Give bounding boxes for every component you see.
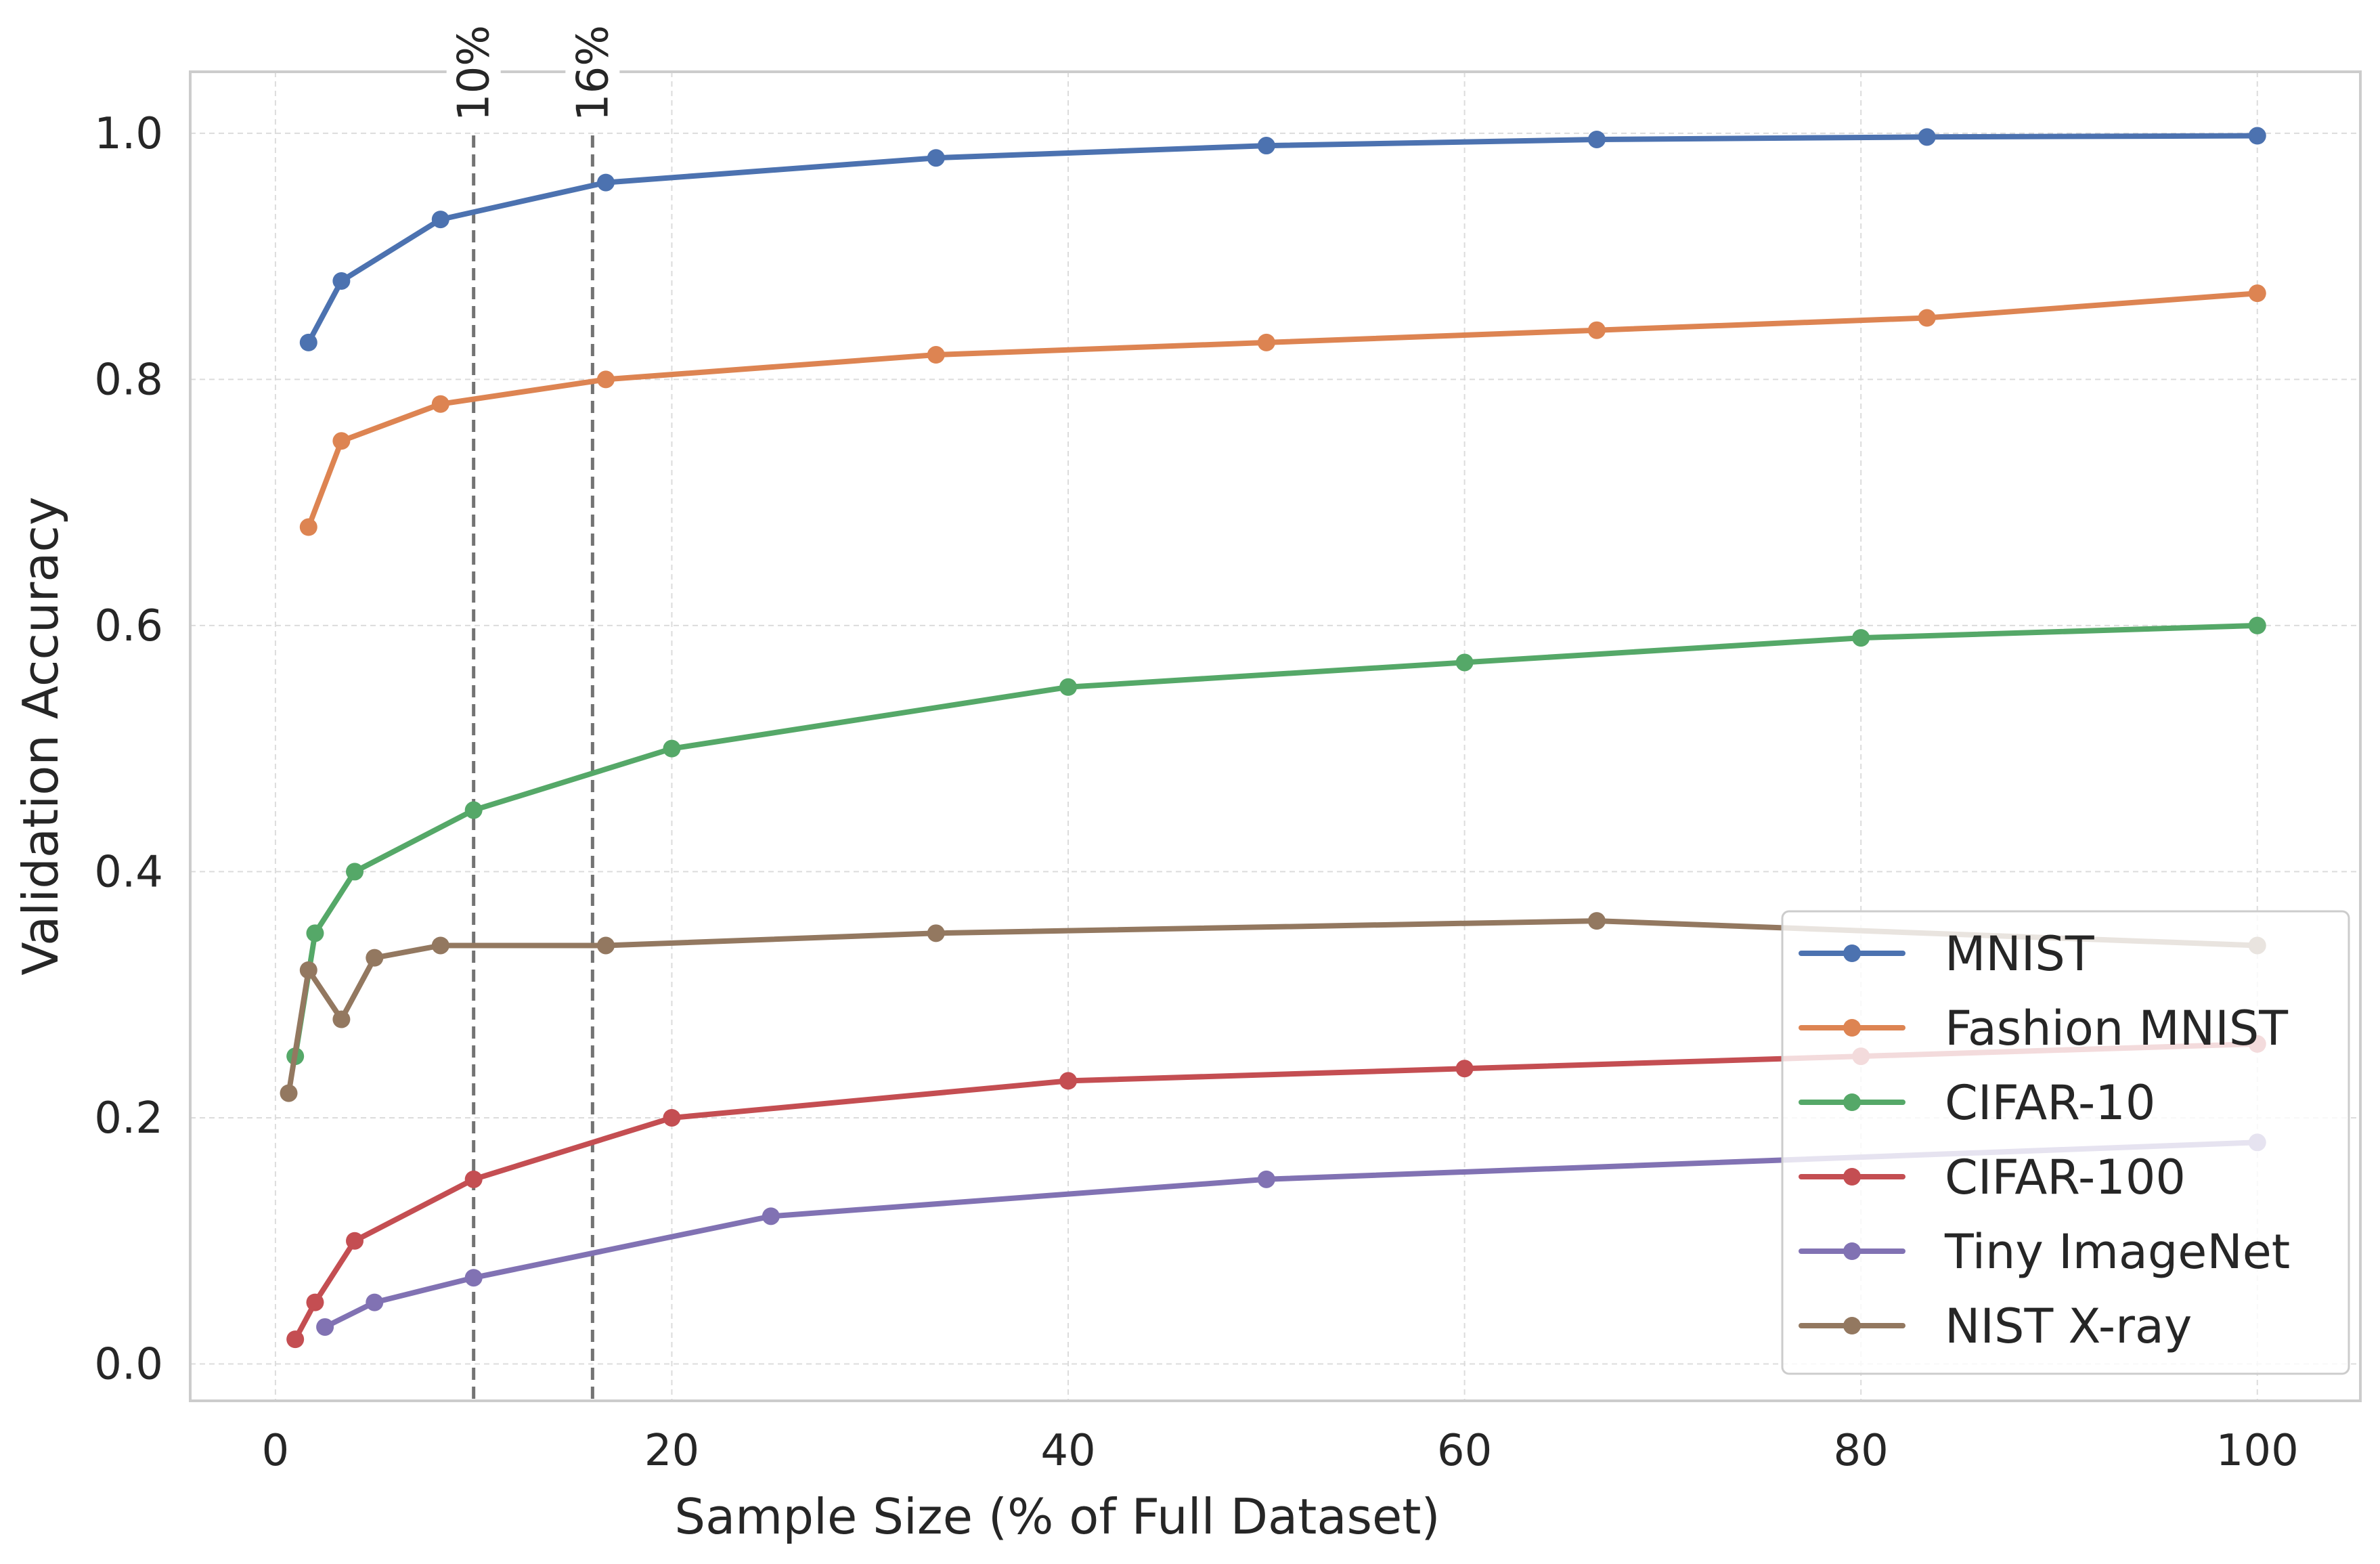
legend-item: Tiny ImageNet bbox=[1799, 1224, 2290, 1280]
series-nist-x-ray bbox=[280, 912, 2266, 1102]
data-point bbox=[332, 432, 351, 450]
legend-box bbox=[1781, 910, 2350, 1375]
reference-line-label: 16% bbox=[568, 25, 618, 121]
legend: MNIST Fashion MNIST CIFAR-10 CIFAR-100 Tiny … bbox=[1781, 910, 2350, 1375]
data-point bbox=[431, 936, 449, 955]
data-point bbox=[2248, 616, 2266, 634]
data-point bbox=[366, 949, 384, 967]
data-point bbox=[299, 518, 317, 536]
x-tick-label: 0 bbox=[262, 1426, 290, 1476]
grid bbox=[190, 72, 2360, 1401]
x-tick-label: 40 bbox=[1040, 1426, 1095, 1476]
data-point bbox=[927, 149, 945, 167]
x-tick-label: 100 bbox=[2216, 1426, 2299, 1476]
data-point bbox=[464, 1170, 483, 1188]
x-axis-ticks: 0 20 40 60 80 100 bbox=[262, 1426, 2299, 1476]
data-point bbox=[431, 395, 449, 413]
reference-lines: 10% 16% bbox=[446, 14, 620, 1401]
legend-item: NIST X-ray bbox=[1799, 1299, 2192, 1354]
y-axis-label: Validation Accuracy bbox=[12, 496, 69, 975]
legend-swatch-marker bbox=[1843, 1168, 1861, 1186]
data-point bbox=[1587, 912, 1606, 930]
x-axis-label: Sample Size (% of Full Dataset) bbox=[674, 1488, 1440, 1545]
x-tick-label: 60 bbox=[1437, 1426, 1492, 1476]
data-point bbox=[1257, 137, 1275, 155]
legend-label: Fashion MNIST bbox=[1945, 1001, 2288, 1056]
y-tick-label: 1.0 bbox=[94, 109, 163, 159]
data-point bbox=[299, 333, 317, 351]
data-point bbox=[1587, 321, 1606, 339]
data-point bbox=[306, 1293, 324, 1311]
legend-swatch-marker bbox=[1843, 1019, 1861, 1037]
data-point bbox=[1455, 653, 1474, 672]
series-fashion-mnist bbox=[299, 284, 2266, 536]
data-point bbox=[464, 801, 483, 819]
legend-item: CIFAR-10 bbox=[1799, 1075, 2155, 1131]
legend-swatch-marker bbox=[1843, 1317, 1861, 1334]
reference-label-background bbox=[565, 14, 620, 132]
reference-label-background bbox=[446, 14, 501, 132]
legend-swatch-marker bbox=[1843, 944, 1861, 962]
y-tick-label: 0.0 bbox=[94, 1339, 163, 1389]
legend-swatch-marker bbox=[1843, 1093, 1861, 1111]
data-point bbox=[299, 961, 317, 979]
y-tick-label: 0.8 bbox=[94, 355, 163, 405]
data-point bbox=[663, 1108, 681, 1127]
data-point bbox=[332, 271, 351, 290]
data-point bbox=[1059, 678, 1078, 696]
legend-label: MNIST bbox=[1945, 926, 2094, 982]
data-point bbox=[927, 346, 945, 364]
legend-label: CIFAR-10 bbox=[1945, 1075, 2155, 1131]
legend-item: Fashion MNIST bbox=[1799, 1001, 2288, 1056]
series-line bbox=[322, 1139, 2260, 1330]
data-point bbox=[332, 1010, 351, 1028]
data-point bbox=[1918, 128, 1936, 146]
legend-label: NIST X-ray bbox=[1945, 1299, 2192, 1354]
data-point bbox=[1059, 1072, 1078, 1090]
y-tick-label: 0.2 bbox=[94, 1093, 163, 1144]
data-point bbox=[464, 1269, 483, 1287]
data-point bbox=[1455, 1060, 1474, 1078]
data-point bbox=[596, 173, 615, 192]
plot-frame bbox=[189, 70, 2362, 1402]
data-point bbox=[431, 211, 449, 229]
data-point bbox=[1257, 1170, 1275, 1188]
legend-item: MNIST bbox=[1799, 926, 2094, 982]
data-point bbox=[1918, 309, 1936, 327]
y-tick-label: 0.4 bbox=[94, 847, 163, 897]
reference-line-label: 10% bbox=[449, 25, 500, 121]
data-point bbox=[1587, 130, 1606, 148]
legend-label: CIFAR-100 bbox=[1945, 1150, 2186, 1205]
data-point bbox=[286, 1330, 305, 1349]
series-cifar-10 bbox=[286, 616, 2266, 1066]
data-point bbox=[596, 936, 615, 955]
data-point bbox=[346, 863, 364, 881]
data-point bbox=[366, 1293, 384, 1311]
data-point bbox=[1852, 629, 1870, 647]
y-tick-label: 0.6 bbox=[94, 601, 163, 651]
series-mnist bbox=[299, 127, 2266, 351]
legend-item: CIFAR-100 bbox=[1799, 1150, 2186, 1205]
data-point bbox=[316, 1318, 334, 1336]
legend-label: Tiny ImageNet bbox=[1944, 1224, 2290, 1280]
data-point bbox=[2248, 284, 2266, 303]
series-group bbox=[280, 127, 2266, 1349]
y-axis-ticks: 0.0 0.2 0.4 0.6 0.8 1.0 bbox=[94, 109, 163, 1390]
data-point bbox=[663, 739, 681, 758]
data-point bbox=[2248, 127, 2266, 145]
data-point bbox=[346, 1232, 364, 1250]
data-point bbox=[927, 924, 945, 942]
data-point bbox=[596, 370, 615, 389]
data-point bbox=[762, 1207, 780, 1225]
x-tick-label: 80 bbox=[1833, 1426, 1888, 1476]
x-tick-label: 20 bbox=[644, 1426, 699, 1476]
data-point bbox=[1257, 333, 1275, 351]
data-point bbox=[280, 1084, 298, 1102]
legend-swatch-marker bbox=[1843, 1242, 1861, 1260]
data-point bbox=[306, 924, 324, 942]
